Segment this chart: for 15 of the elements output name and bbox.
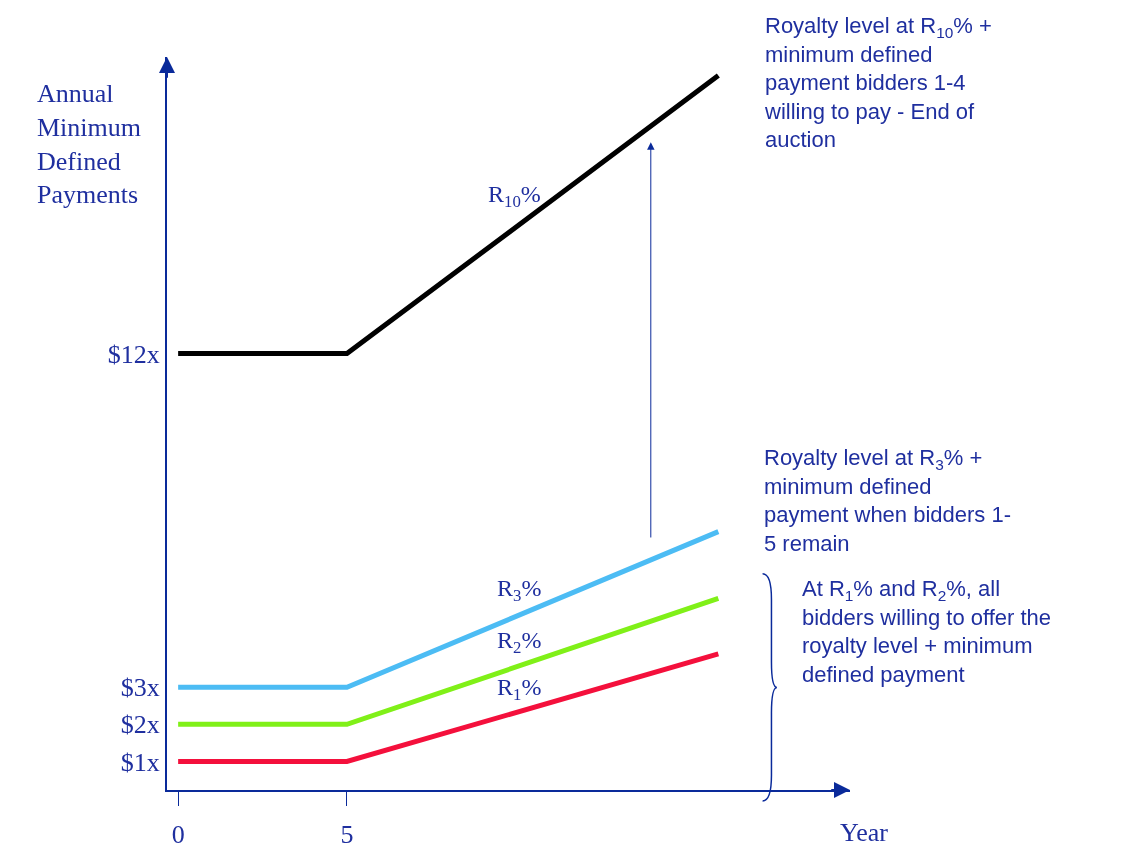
annotation: At R$_{1}$% and R$_{2}$%, all bidders willing to offer the royalty level + minimum defined payment xyxy=(802,576,1052,687)
y-tick-label: $1x xyxy=(120,747,160,777)
series-label: R$_{3}$% xyxy=(497,575,542,606)
series-label: R$_{1}$% xyxy=(497,674,542,705)
y-tick-label: $12x xyxy=(107,339,160,369)
series-label: R$_{10}$% xyxy=(488,181,541,212)
x-tick-label: 0 xyxy=(171,820,185,850)
y-tick-label: $3x xyxy=(120,673,160,703)
annotation: Royalty level at R$_{3}$% + minimum defined payment when bidders 1- 5 remain xyxy=(764,445,1012,556)
series-label: R$_{2}$% xyxy=(497,627,542,658)
x-tick-label: 5 xyxy=(340,820,354,850)
y-axis-title: Annual Minimum Defined Payments xyxy=(37,79,142,210)
annotation: Royalty level at R$_{10}$% + minimum defined payment bidders 1-4 willing to pay - End of auction xyxy=(764,13,992,153)
y-tick-label: $2x xyxy=(120,710,160,740)
x-axis-title: Year xyxy=(840,818,889,847)
